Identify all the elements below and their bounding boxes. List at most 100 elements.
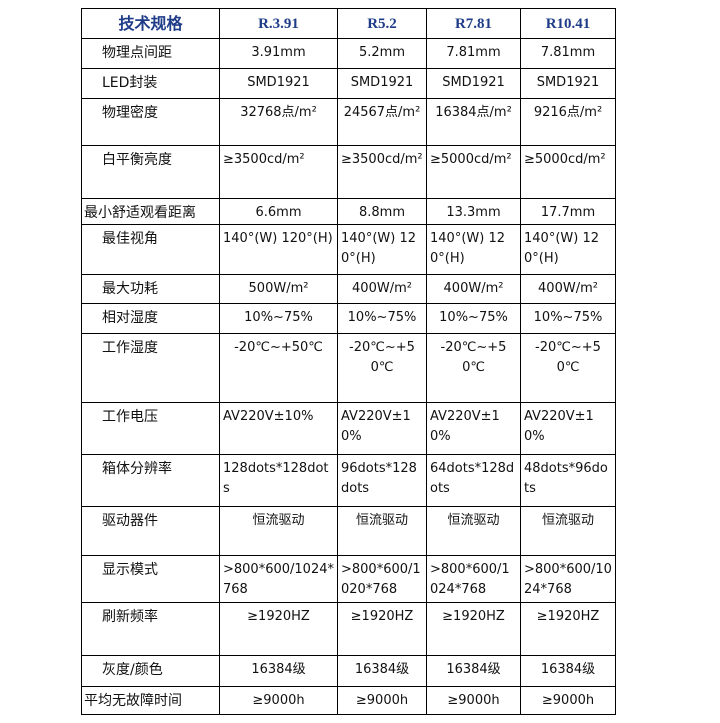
cell-value: SMD1921 (219, 68, 338, 99)
table-row: 刷新频率 ≥1920HZ ≥1920HZ ≥1920HZ ≥1920HZ (81, 602, 616, 656)
cell-value: AV220V±10% (219, 402, 338, 455)
cell-value: 16384级 (219, 655, 338, 687)
row-label: LED封装 (81, 68, 220, 99)
row-label: 刷新频率 (81, 602, 220, 656)
cell-value: ≥1920HZ (520, 602, 616, 656)
cell-value: ≥1920HZ (219, 602, 338, 656)
cell-value: ≥1920HZ (337, 602, 427, 656)
table-row: 相对湿度 10%~75% 10%~75% 10%~75% 10%~75% (81, 303, 616, 334)
cell-value: ≥9000h (219, 686, 338, 715)
cell-value: 17.7mm (520, 198, 616, 225)
cell-value: ≥1920HZ (426, 602, 521, 656)
table-row: 最大功耗 500W/m² 400W/m² 400W/m² 400W/m² (81, 274, 616, 304)
cell-value: 7.81mm (520, 38, 616, 69)
cell-value: 64dots*128dots (426, 454, 521, 507)
cell-value: >800*600/1020*768 (337, 555, 427, 603)
cell-value: 24567点/m² (337, 98, 427, 146)
row-label: 白平衡亮度 (81, 145, 220, 199)
cell-value: ≥3500cd/m² (337, 145, 427, 199)
header-model: R7.81 (426, 8, 521, 39)
row-label: 工作湿度 (81, 333, 220, 403)
table-row: 物理密度 32768点/m² 24567点/m² 16384点/m² 9216点/m² (81, 98, 616, 146)
cell-value: 3.91mm (219, 38, 338, 69)
cell-value: 400W/m² (520, 274, 616, 304)
row-label: 最小舒适观看距离 (81, 198, 220, 225)
cell-value: -20℃~+50℃ (219, 333, 338, 403)
table-row: 平均无故障时间 ≥9000h ≥9000h ≥9000h ≥9000h (81, 686, 616, 715)
table-row: LED封装 SMD1921 SMD1921 SMD1921 SMD1921 (81, 68, 616, 99)
header-model: R10.41 (520, 8, 616, 39)
cell-value: 48dots*96dots (520, 454, 616, 507)
cell-value: SMD1921 (520, 68, 616, 99)
header-model: R5.2 (337, 8, 427, 39)
table-row: 驱动器件 恒流驱动 恒流驱动 恒流驱动 恒流驱动 (81, 506, 616, 556)
cell-value: 10%~75% (219, 303, 338, 334)
header-model: R.3.91 (219, 8, 338, 39)
table-row: 白平衡亮度 ≥3500cd/m² ≥3500cd/m² ≥5000cd/m² ≥5000… (81, 145, 616, 199)
table-row: 工作湿度 -20℃~+50℃ -20℃~+50℃ -20℃~+50℃ -20℃~+50℃ (81, 333, 616, 403)
cell-value: 96dots*128dots (337, 454, 427, 507)
cell-value: 16384点/m² (426, 98, 521, 146)
row-label: 驱动器件 (81, 506, 220, 556)
row-label: 物理点间距 (81, 38, 220, 69)
cell-value: 400W/m² (426, 274, 521, 304)
cell-value: ≥3500cd/m² (219, 145, 338, 199)
cell-value: 16384级 (426, 655, 521, 687)
row-label: 最大功耗 (81, 274, 220, 304)
table-row: 箱体分辨率 128dots*128dots 96dots*128dots 64dots… (81, 454, 616, 507)
cell-value: 恒流驱动 (219, 506, 338, 556)
table-row: 物理点间距 3.91mm 5.2mm 7.81mm 7.81mm (81, 38, 616, 69)
row-label: 平均无故障时间 (81, 686, 220, 715)
row-label: 工作电压 (81, 402, 220, 455)
row-label: 物理密度 (81, 98, 220, 146)
cell-value: 7.81mm (426, 38, 521, 69)
cell-value: 10%~75% (337, 303, 427, 334)
cell-value: ≥9000h (337, 686, 427, 715)
table-row: 灰度/颜色 16384级 16384级 16384级 16384级 (81, 655, 616, 687)
cell-value: AV220V±10% (337, 402, 427, 455)
table-row: 最小舒适观看距离 6.6mm 8.8mm 13.3mm 17.7mm (81, 198, 616, 225)
cell-value: -20℃~+50℃ (520, 333, 616, 403)
header-spec: 技术规格 (81, 8, 220, 39)
cell-value: 140°(W) 120°(H) (219, 224, 338, 275)
cell-value: 16384级 (520, 655, 616, 687)
cell-value: 500W/m² (219, 274, 338, 304)
spec-table: 技术规格 R.3.91 R5.2 R7.81 R10.41 物理点间距 3.91mm 5.2m… (81, 8, 616, 715)
cell-value: >800*600/1024*768 (426, 555, 521, 603)
cell-value: 128dots*128dots (219, 454, 338, 507)
cell-value: 9216点/m² (520, 98, 616, 146)
row-label: 显示模式 (81, 555, 220, 603)
table-row: 最佳视角 140°(W) 120°(H) 140°(W) 120°(H) 140°(W… (81, 224, 616, 275)
cell-value: AV220V±10% (520, 402, 616, 455)
cell-value: 8.8mm (337, 198, 427, 225)
cell-value: >800*600/1024*768 (520, 555, 616, 603)
cell-value: ≥5000cd/m² (426, 145, 521, 199)
cell-value: 恒流驱动 (520, 506, 616, 556)
header-row: 技术规格 R.3.91 R5.2 R7.81 R10.41 (81, 8, 616, 39)
row-label: 灰度/颜色 (81, 655, 220, 687)
cell-value: -20℃~+50℃ (426, 333, 521, 403)
cell-value: 16384级 (337, 655, 427, 687)
cell-value: 140°(W) 120°(H) (520, 224, 616, 275)
cell-value: 恒流驱动 (426, 506, 521, 556)
cell-value: 10%~75% (520, 303, 616, 334)
cell-value: ≥5000cd/m² (520, 145, 616, 199)
cell-value: 5.2mm (337, 38, 427, 69)
cell-value: AV220V±10% (426, 402, 521, 455)
cell-value: 10%~75% (426, 303, 521, 334)
row-label: 箱体分辨率 (81, 454, 220, 507)
cell-value: 140°(W) 120°(H) (426, 224, 521, 275)
cell-value: 32768点/m² (219, 98, 338, 146)
cell-value: ≥9000h (426, 686, 521, 715)
cell-value: SMD1921 (426, 68, 521, 99)
cell-value: 13.3mm (426, 198, 521, 225)
row-label: 最佳视角 (81, 224, 220, 275)
cell-value: -20℃~+50℃ (337, 333, 427, 403)
cell-value: ≥9000h (520, 686, 616, 715)
cell-value: 6.6mm (219, 198, 338, 225)
table-row: 工作电压 AV220V±10% AV220V±10% AV220V±10% AV220V… (81, 402, 616, 455)
table-row: 显示模式 >800*600/1024*768 >800*600/1020*768 >8… (81, 555, 616, 603)
cell-value: 400W/m² (337, 274, 427, 304)
cell-value: >800*600/1024*768 (219, 555, 338, 603)
cell-value: 140°(W) 120°(H) (337, 224, 427, 275)
